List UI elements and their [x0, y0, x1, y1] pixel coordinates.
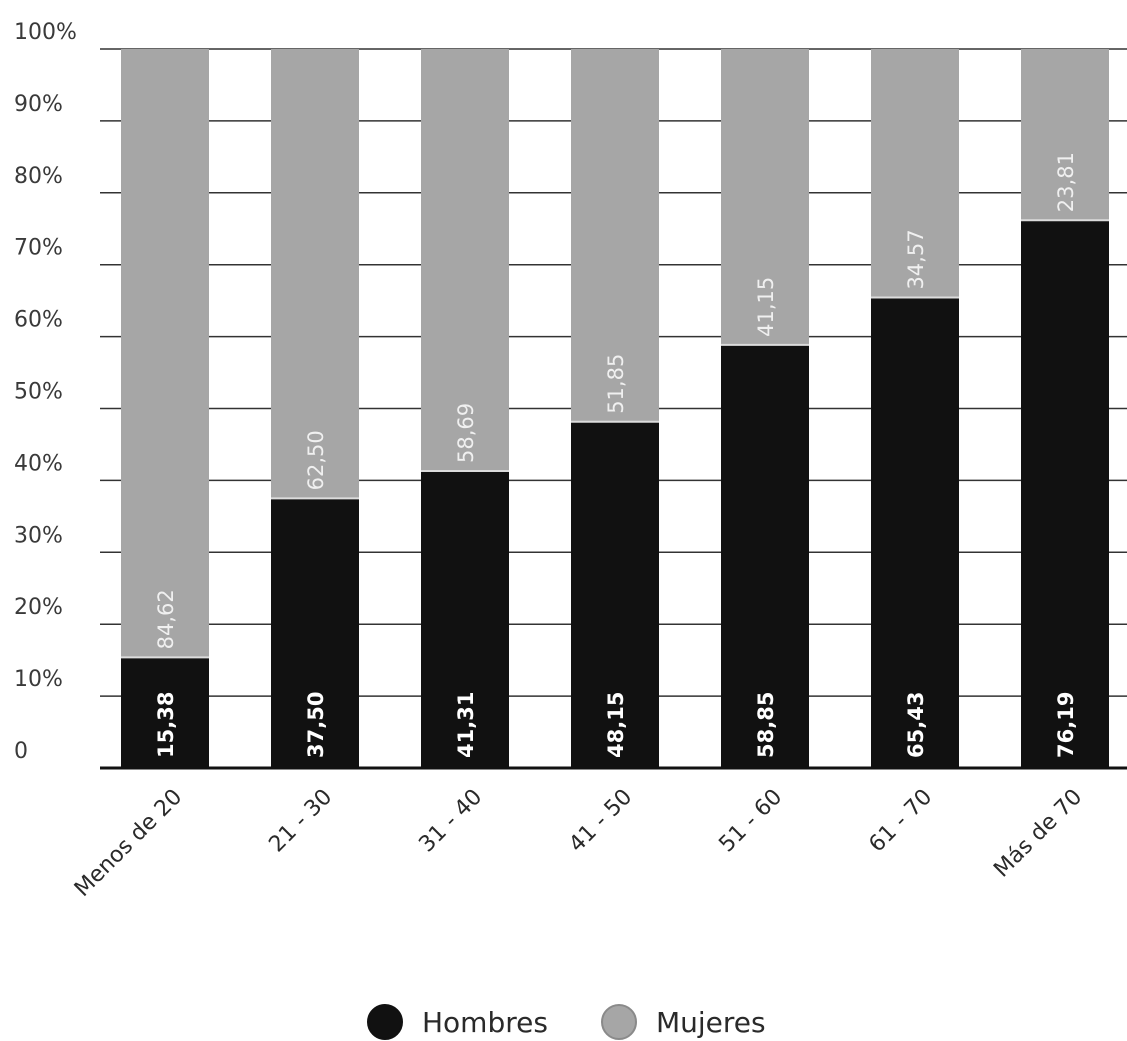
bar-mujeres [1021, 49, 1109, 221]
legend-label: Hombres [422, 1006, 548, 1039]
x-tick-label: 31 - 40 [414, 785, 487, 858]
x-tick-label: Menos de 20 [70, 785, 187, 902]
data-label-hombres: 58,85 [754, 692, 778, 758]
data-label-hombres: 65,43 [904, 692, 928, 758]
y-tick-label: 20% [14, 595, 63, 620]
bar-hombres [271, 498, 359, 768]
bar-hombres [721, 344, 809, 768]
y-tick-label: 0 [14, 739, 28, 764]
y-tick-label: 50% [14, 380, 63, 405]
bar-mujeres [571, 49, 659, 422]
y-tick-label: 60% [14, 308, 63, 333]
y-tick-label: 40% [14, 451, 63, 476]
bar-hombres [871, 297, 959, 768]
bar-mujeres [121, 49, 209, 658]
legend-marker [601, 1004, 637, 1040]
x-tick-label: 21 - 30 [264, 785, 337, 858]
y-axis: 0 10% 20% 30% 40% 50% 60% 70% 80% 90% 100% [14, 20, 77, 764]
y-tick-label: 90% [14, 92, 63, 117]
legend: Hombres Mujeres [367, 1004, 766, 1040]
data-label-hombres: 41,31 [454, 692, 478, 758]
x-tick-label: Más de 70 [989, 785, 1087, 883]
bar-mujeres [871, 49, 959, 298]
bar-hombres [121, 657, 209, 768]
data-label-hombres: 15,38 [154, 692, 178, 758]
x-axis: Menos de 20 21 - 30 31 - 40 41 - 50 51 - 60 6… [70, 785, 1087, 902]
legend-label: Mujeres [656, 1006, 766, 1039]
bar-hombres [421, 470, 509, 768]
bar-mujeres [721, 49, 809, 345]
y-tick-label: 70% [14, 236, 63, 261]
y-tick-label: 100% [14, 20, 77, 45]
data-label-mujeres: 23,81 [1054, 152, 1078, 212]
y-tick-label: 80% [14, 164, 63, 189]
bar-mujeres [271, 49, 359, 499]
bars: 15,38 84,62 37,50 62,50 41,31 58,69 48,15 51,85… [121, 49, 1109, 768]
y-tick-label: 30% [14, 523, 63, 548]
data-label-mujeres: 51,85 [604, 354, 628, 414]
bar-mujeres [421, 49, 509, 471]
x-tick-label: 61 - 70 [864, 785, 937, 858]
data-label-mujeres: 34,57 [904, 229, 928, 289]
data-label-mujeres: 41,15 [754, 277, 778, 337]
data-label-hombres: 48,15 [604, 692, 628, 758]
x-tick-label: 41 - 50 [564, 785, 637, 858]
data-label-mujeres: 84,62 [154, 589, 178, 649]
data-label-mujeres: 62,50 [304, 430, 328, 490]
x-tick-label: 51 - 60 [714, 785, 787, 858]
data-label-hombres: 37,50 [304, 692, 328, 758]
data-label-hombres: 76,19 [1054, 692, 1078, 758]
legend-marker [367, 1004, 403, 1040]
data-label-mujeres: 58,69 [454, 403, 478, 463]
bar-hombres [1021, 220, 1109, 768]
bar-hombres [571, 421, 659, 768]
y-tick-label: 10% [14, 667, 63, 692]
